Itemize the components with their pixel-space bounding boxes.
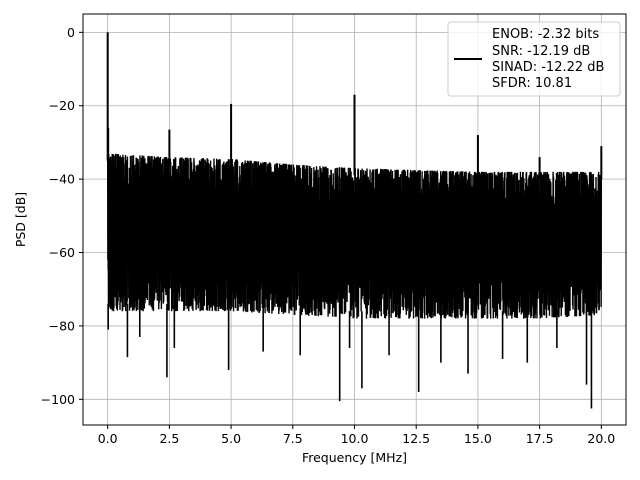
- y-axis-ticks: 0 −20 −40 −60 −80 −100: [41, 25, 83, 407]
- psd-noise-trace: [106, 153, 603, 319]
- legend-entry-sinad: SINAD: -12.22 dB: [492, 60, 604, 75]
- x-tick-label: 12.5: [402, 431, 430, 446]
- legend-entry-snr: SNR: -12.19 dB: [492, 44, 590, 59]
- x-tick-label: 0.0: [98, 431, 118, 446]
- legend-entry-sfdr: SFDR: 10.81: [492, 76, 572, 91]
- x-tick-label: 7.5: [283, 431, 303, 446]
- x-tick-label: 20.0: [587, 431, 615, 446]
- y-tick-label: −40: [49, 172, 75, 187]
- x-tick-label: 10.0: [341, 431, 369, 446]
- x-axis-label: Frequency [MHz]: [302, 450, 407, 465]
- legend-entry-enob: ENOB: -2.32 bits: [492, 27, 599, 42]
- x-tick-label: 5.0: [221, 431, 241, 446]
- y-tick-label: −20: [49, 98, 75, 113]
- y-tick-label: −80: [49, 318, 75, 333]
- x-tick-label: 17.5: [526, 431, 554, 446]
- legend-box: [447, 21, 621, 97]
- x-tick-label: 15.0: [464, 431, 492, 446]
- x-axis-ticks: 0.0 2.5 5.0 7.5 10.0 12.5 15.0 17.5 20.0: [98, 425, 615, 446]
- legend: ENOB: -2.32 bits SNR: -12.19 dB SINAD: -…: [447, 21, 621, 97]
- y-tick-label: −60: [49, 245, 75, 260]
- y-tick-label: −100: [41, 392, 75, 407]
- y-tick-label: 0: [67, 25, 75, 40]
- x-tick-label: 2.5: [159, 431, 179, 446]
- psd-series: [106, 32, 603, 409]
- y-axis-label: PSD [dB]: [13, 192, 28, 247]
